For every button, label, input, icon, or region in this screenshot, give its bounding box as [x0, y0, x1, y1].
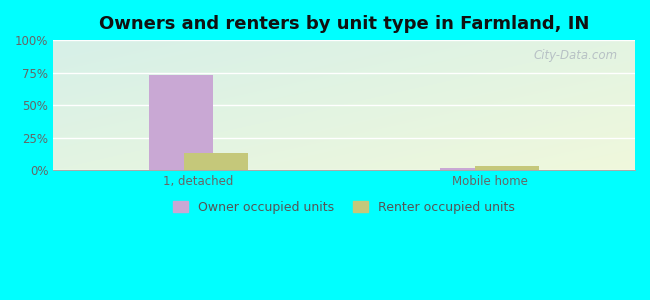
Bar [150, 75, 213, 170]
Legend: Owner occupied units, Renter occupied units: Owner occupied units, Renter occupied un… [168, 196, 520, 219]
Bar [475, 166, 539, 170]
Text: City-Data.com: City-Data.com [534, 49, 618, 62]
Bar [184, 153, 248, 170]
Bar [440, 168, 504, 170]
Title: Owners and renters by unit type in Farmland, IN: Owners and renters by unit type in Farml… [99, 15, 590, 33]
